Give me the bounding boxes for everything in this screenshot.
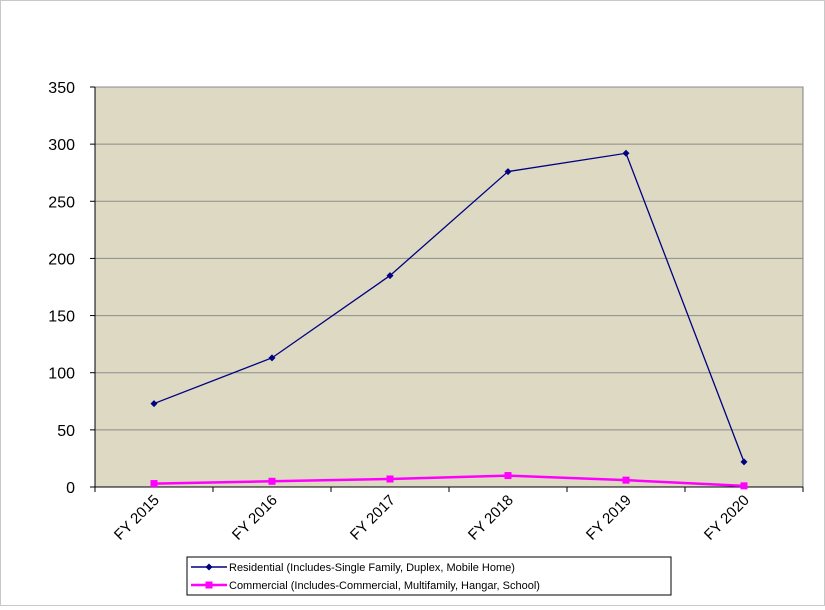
plot-area bbox=[94, 86, 804, 488]
data-point-diamond bbox=[150, 400, 158, 408]
y-tick-label: 50 bbox=[57, 423, 75, 440]
gridlines bbox=[95, 86, 803, 431]
data-point-diamond bbox=[386, 272, 394, 280]
y-tick-label: 100 bbox=[48, 366, 75, 383]
x-tick-label: FY 2020 bbox=[701, 492, 753, 544]
data-point-square bbox=[504, 472, 512, 480]
data-point-square bbox=[268, 477, 276, 485]
square-marker-icon bbox=[205, 581, 213, 589]
y-tick-label: 250 bbox=[48, 194, 75, 211]
legend-entry-residential: Residential (Includes-Single Family, Dup… bbox=[191, 562, 515, 574]
legend-label-residential: Residential (Includes-Single Family, Dup… bbox=[229, 562, 515, 574]
x-tick-label: FY 2017 bbox=[347, 492, 399, 544]
x-tick-label: FY 2018 bbox=[465, 492, 517, 544]
series-line-commercial bbox=[153, 474, 745, 488]
x-tick-label: FY 2015 bbox=[111, 492, 163, 544]
y-tick-label: 150 bbox=[48, 309, 75, 326]
data-point-diamond bbox=[268, 354, 276, 362]
legend-box bbox=[186, 556, 672, 596]
y-tick-label: 300 bbox=[48, 137, 75, 154]
data-point-diamond bbox=[622, 149, 630, 157]
legend: Residential (Includes-Single Family, Dup… bbox=[186, 556, 672, 596]
data-point-diamond bbox=[504, 168, 512, 176]
x-tick-label: FY 2019 bbox=[583, 492, 635, 544]
data-point-square bbox=[622, 476, 630, 484]
y-tick-label: 200 bbox=[48, 251, 75, 268]
data-point-diamond bbox=[740, 458, 748, 466]
y-axis-ticks: 0 50 100 150 200 250 300 350 bbox=[48, 80, 96, 497]
legend-label-commercial: Commercial (Includes-Commercial, Multifa… bbox=[229, 580, 540, 592]
data-point-square bbox=[150, 480, 158, 488]
y-tick-label: 0 bbox=[66, 480, 75, 497]
x-axis-ticks: FY 2015 FY 2016 FY 2017 FY 2018 FY 2019 FY 20… bbox=[94, 486, 804, 544]
legend-entry-commercial: Commercial (Includes-Commercial, Multifa… bbox=[191, 580, 540, 592]
series-line-residential bbox=[153, 152, 745, 463]
y-tick-label: 350 bbox=[48, 80, 75, 97]
data-point-square bbox=[386, 475, 394, 483]
data-point-square bbox=[740, 482, 748, 490]
diamond-marker-icon bbox=[205, 563, 213, 571]
series-layer bbox=[150, 149, 748, 490]
x-tick-label: FY 2016 bbox=[229, 492, 281, 544]
